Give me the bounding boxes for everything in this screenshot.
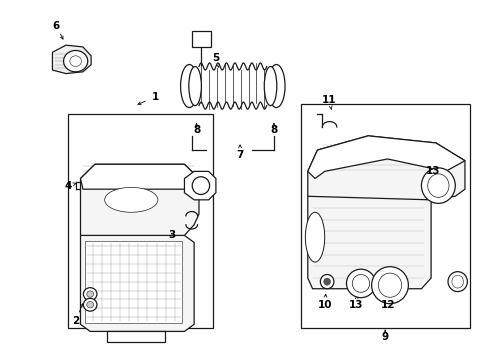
Ellipse shape	[63, 50, 88, 72]
Ellipse shape	[351, 275, 369, 292]
Text: 12: 12	[379, 300, 394, 310]
Polygon shape	[80, 164, 198, 189]
Ellipse shape	[427, 174, 448, 197]
Bar	[68, 115, 213, 328]
Bar	[300, 104, 469, 328]
Ellipse shape	[451, 275, 463, 288]
Text: 1: 1	[151, 92, 159, 102]
Ellipse shape	[188, 66, 201, 106]
Ellipse shape	[180, 65, 197, 107]
Ellipse shape	[83, 288, 97, 301]
Text: 7: 7	[236, 150, 243, 160]
Ellipse shape	[105, 187, 158, 212]
Text: 3: 3	[168, 230, 176, 240]
Polygon shape	[80, 164, 198, 235]
Ellipse shape	[264, 66, 276, 106]
Ellipse shape	[421, 168, 454, 203]
Ellipse shape	[320, 275, 333, 289]
Ellipse shape	[70, 56, 81, 66]
Text: 13: 13	[425, 166, 440, 176]
Text: 5: 5	[212, 52, 219, 62]
Text: 8: 8	[270, 126, 277, 136]
Text: 8: 8	[193, 126, 200, 136]
Ellipse shape	[267, 65, 285, 107]
Text: 4: 4	[64, 181, 72, 191]
Ellipse shape	[192, 177, 209, 195]
Ellipse shape	[305, 212, 324, 262]
Polygon shape	[52, 45, 91, 74]
Ellipse shape	[83, 298, 97, 311]
Polygon shape	[80, 235, 194, 331]
Ellipse shape	[447, 272, 467, 292]
Polygon shape	[85, 241, 182, 322]
Ellipse shape	[378, 273, 401, 297]
Polygon shape	[307, 189, 430, 289]
Bar	[191, 31, 211, 47]
Polygon shape	[307, 136, 464, 200]
Text: 11: 11	[322, 95, 336, 105]
Ellipse shape	[323, 278, 330, 285]
Ellipse shape	[87, 291, 93, 297]
Polygon shape	[307, 136, 464, 178]
Text: 10: 10	[317, 300, 331, 310]
Polygon shape	[184, 171, 215, 200]
Text: 13: 13	[348, 300, 363, 310]
Ellipse shape	[87, 302, 93, 308]
Text: 9: 9	[381, 332, 388, 342]
Text: 2: 2	[72, 316, 79, 326]
Text: 6: 6	[53, 21, 60, 31]
Polygon shape	[107, 331, 165, 342]
Ellipse shape	[371, 267, 408, 304]
Ellipse shape	[346, 269, 375, 298]
